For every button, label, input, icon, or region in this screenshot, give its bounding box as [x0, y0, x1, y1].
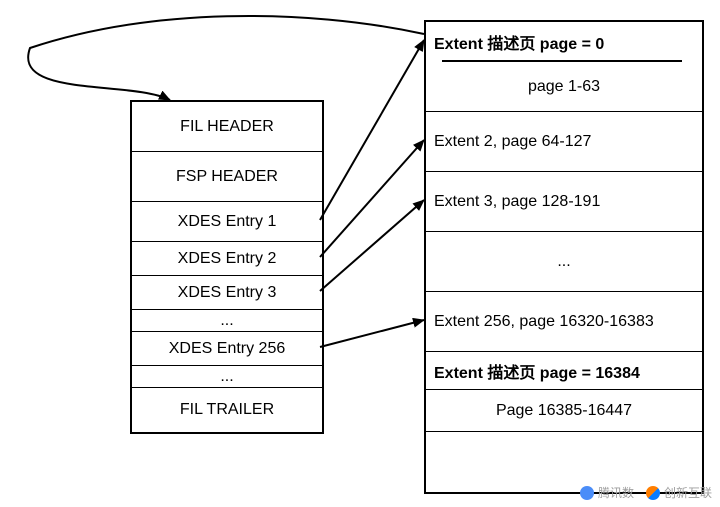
left-cell-xdes-256: XDES Entry 256 [132, 332, 322, 366]
arrow-xdes3-to-ext3 [320, 200, 424, 291]
page-structure-box: FIL HEADERFSP HEADERXDES Entry 1XDES Ent… [130, 100, 324, 434]
watermark-cxhl: 创新互联 [646, 484, 712, 501]
right-cell-ext256: Extent 256, page 16320-16383 [426, 292, 702, 352]
watermark: 腾讯数 创新互联 [580, 484, 712, 501]
cxhl-icon [646, 486, 660, 500]
right-cell-ext16384-title: Extent 描述页 page = 16384 [426, 352, 702, 390]
arrow-xdes1-to-ext0 [320, 40, 424, 220]
watermark-tencent: 腾讯数 [580, 484, 634, 501]
right-cell-ext0-title: Extent 描述页 page = 0 [426, 22, 702, 62]
right-cell-ext2: Extent 2, page 64-127 [426, 112, 702, 172]
extent-0-title-underline [442, 60, 682, 62]
arrow-xdes256-to-ext256 [320, 320, 424, 347]
watermark-cxhl-label: 创新互联 [664, 484, 712, 501]
left-cell-xdes-3: XDES Entry 3 [132, 276, 322, 310]
right-cell-ext16384-pages: Page 16385-16447 [426, 390, 702, 432]
left-cell-xdes-dots-a: ... [132, 310, 322, 332]
extent-list-box: Extent 描述页 page = 0page 1-63Extent 2, pa… [424, 20, 704, 494]
right-cell-ext-trailing-blank [426, 432, 702, 492]
left-cell-xdes-1: XDES Entry 1 [132, 202, 322, 242]
right-cell-ext-dots: ... [426, 232, 702, 292]
arrow-xdes2-to-ext2 [320, 140, 424, 257]
left-cell-fsp-header: FSP HEADER [132, 152, 322, 202]
right-cell-ext0-pages: page 1-63 [426, 62, 702, 112]
watermark-tencent-label: 腾讯数 [598, 484, 634, 501]
arrow-ext0-to-filheader [28, 16, 424, 100]
tencent-icon [580, 486, 594, 500]
left-cell-fil-trailer: FIL TRAILER [132, 388, 322, 432]
right-cell-ext3: Extent 3, page 128-191 [426, 172, 702, 232]
left-cell-fil-header: FIL HEADER [132, 102, 322, 152]
left-cell-xdes-2: XDES Entry 2 [132, 242, 322, 276]
left-cell-xdes-dots-b: ... [132, 366, 322, 388]
